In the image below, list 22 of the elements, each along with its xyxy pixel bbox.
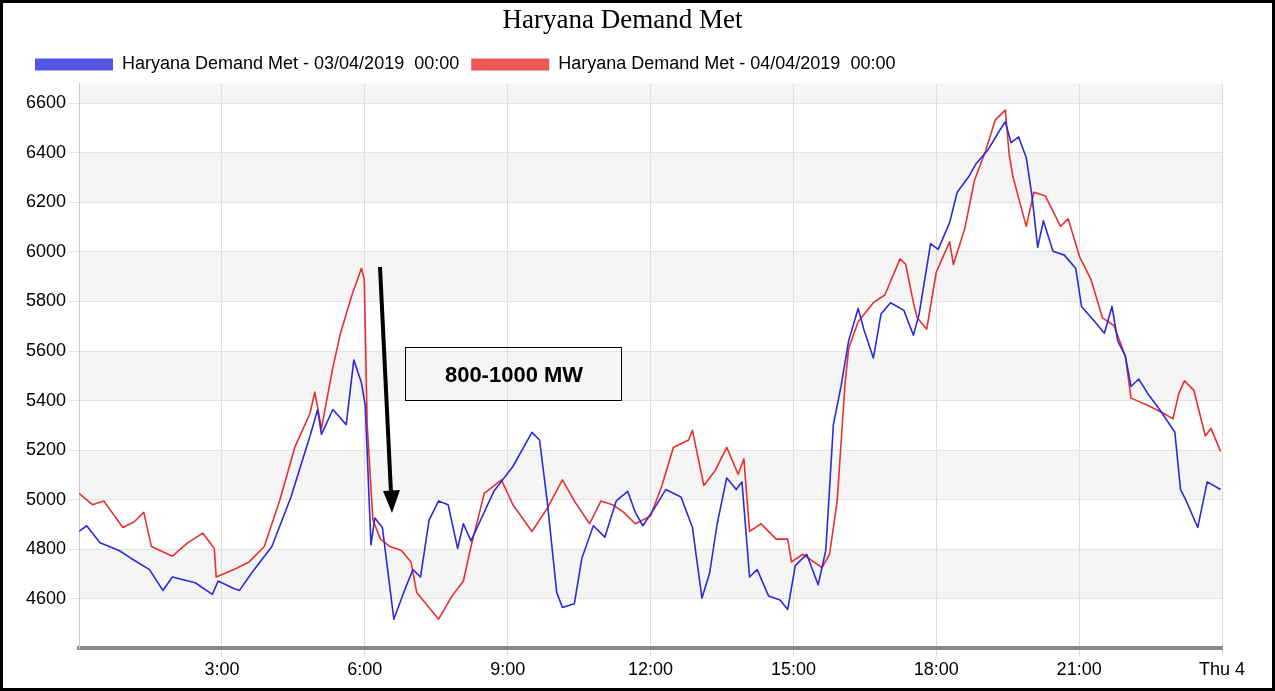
y-tick-label: 4600: [26, 587, 67, 608]
y-tick-label: 6400: [26, 141, 67, 162]
x-tick-label: 3:00: [204, 659, 240, 680]
x-tick-label: 6:00: [347, 659, 383, 680]
x-tick-label: 9:00: [490, 659, 526, 680]
x-tick-label: 12:00: [628, 659, 674, 680]
x-tick-label: Thu 4: [1198, 659, 1246, 680]
legend-label: Haryana Demand Met - 04/04/2019 00:00: [558, 53, 896, 74]
y-tick-label: 4800: [26, 538, 67, 559]
x-tick-label: 21:00: [1056, 659, 1102, 680]
legend-label: Haryana Demand Met - 03/04/2019 00:00: [122, 53, 460, 74]
y-tick-label: 6600: [26, 92, 67, 113]
y-tick-label: 5000: [26, 488, 67, 509]
y-tick-label: 5400: [26, 389, 67, 410]
y-tick-label: 6200: [26, 191, 67, 212]
chart-title: Haryana Demand Met: [502, 4, 743, 35]
y-tick-label: 5600: [26, 340, 67, 360]
y-tick-label: 5200: [26, 439, 67, 460]
x-tick-label: 18:00: [913, 659, 959, 680]
y-tick-label: 6000: [26, 240, 67, 261]
x-tick-label: 15:00: [770, 659, 816, 680]
y-tick-label: 5800: [26, 290, 67, 311]
